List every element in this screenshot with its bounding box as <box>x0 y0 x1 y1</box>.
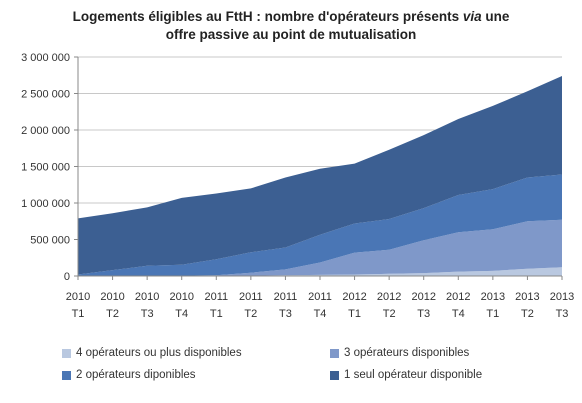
y-tick-label: 1 500 000 <box>21 162 70 174</box>
y-tick-label: 3 000 000 <box>21 52 70 64</box>
y-tick-label: 2 000 000 <box>21 125 70 137</box>
x-tick-label-quarter: T1 <box>210 308 223 320</box>
legend-swatch <box>330 348 339 358</box>
chart-title-italic-part: via <box>462 9 482 24</box>
x-tick-label-year: 2011 <box>308 291 332 303</box>
y-tick-label: 1 000 000 <box>21 198 70 210</box>
chart-title-line-2: offre passive au point de mutualisation <box>165 27 417 42</box>
axes: 0 500 000 1 000 000 1 500 000 2 000 000 2 500… <box>21 52 574 320</box>
x-tick-label-year: 2010 <box>66 291 90 303</box>
stacked-area-chart: 0 500 000 1 000 000 1 500 000 2 000 000 2 500… <box>21 52 574 320</box>
legend-swatch <box>62 370 71 380</box>
legend-label: 3 opérateurs disponibles <box>344 347 470 359</box>
x-tick-label-year: 2010 <box>169 291 193 303</box>
x-tick-label-year: 2011 <box>204 291 228 303</box>
x-tick-label-quarter: T3 <box>556 308 569 320</box>
y-tick-label: 500 000 <box>30 235 70 247</box>
x-tick-label-year: 2012 <box>342 291 366 303</box>
x-tick-label-year: 2010 <box>100 291 124 303</box>
x-tick-label-quarter: T4 <box>314 308 327 320</box>
legend-swatch <box>330 370 339 380</box>
x-tick-label-quarter: T2 <box>106 308 119 320</box>
x-tick-label-year: 2013 <box>515 291 539 303</box>
chart-title-end-part: une <box>481 9 510 24</box>
legend: 4 opérateurs ou plus disponibles 3 opérat… <box>62 343 562 388</box>
legend-item: 4 opérateurs ou plus disponibles <box>62 347 242 359</box>
x-tick-label-year: 2013 <box>550 291 574 303</box>
x-tick-label-year: 2011 <box>274 291 298 303</box>
x-tick-label-quarter: T3 <box>141 308 154 320</box>
x-tick-label-quarter: T2 <box>383 308 396 320</box>
x-tick-label-year: 2012 <box>446 291 470 303</box>
legend-item: 1 seul opérateur disponible <box>330 369 482 381</box>
y-tick-label: 2 500 000 <box>21 89 70 101</box>
legend-label: 1 seul opérateur disponible <box>344 369 483 381</box>
x-tick-label-year: 2011 <box>239 291 263 303</box>
x-tick-label-quarter: T4 <box>175 308 188 320</box>
chart-title: Logements éligibles au FttH : nombre d'o… <box>0 8 582 44</box>
chart-title-line-1: Logements éligibles au FttH : nombre d'o… <box>0 8 582 26</box>
x-tick-label-quarter: T2 <box>244 308 257 320</box>
x-tick-label-quarter: T3 <box>279 308 292 320</box>
x-tick-label-quarter: T1 <box>348 308 361 320</box>
x-tick-label-year: 2010 <box>135 291 159 303</box>
x-tick-label-quarter: T4 <box>452 308 465 320</box>
x-tick-label-quarter: T1 <box>72 308 85 320</box>
legend-item: 2 opérateurs diponibles <box>62 369 196 381</box>
x-tick-label-year: 2012 <box>411 291 435 303</box>
legend-swatch <box>62 348 71 358</box>
x-tick-label-quarter: T1 <box>486 308 499 320</box>
area-series-3 <box>78 75 562 275</box>
x-tick-label-quarter: T2 <box>521 308 534 320</box>
x-tick-label-year: 2012 <box>377 291 401 303</box>
area-series-0 <box>78 267 562 276</box>
x-tick-label-year: 2013 <box>481 291 505 303</box>
y-tick-label: 0 <box>64 271 70 283</box>
legend-item: 3 opérateurs disponibles <box>330 347 469 359</box>
legend-label: 2 opérateurs diponibles <box>76 369 196 381</box>
area-series-1 <box>78 219 562 276</box>
legend-label: 4 opérateurs ou plus disponibles <box>76 347 242 359</box>
x-tick-label-quarter: T3 <box>417 308 430 320</box>
area-series-2 <box>78 174 562 276</box>
area-series-layer <box>78 75 562 276</box>
chart-title-part: Logements éligibles au FttH : nombre d'o… <box>72 9 463 24</box>
